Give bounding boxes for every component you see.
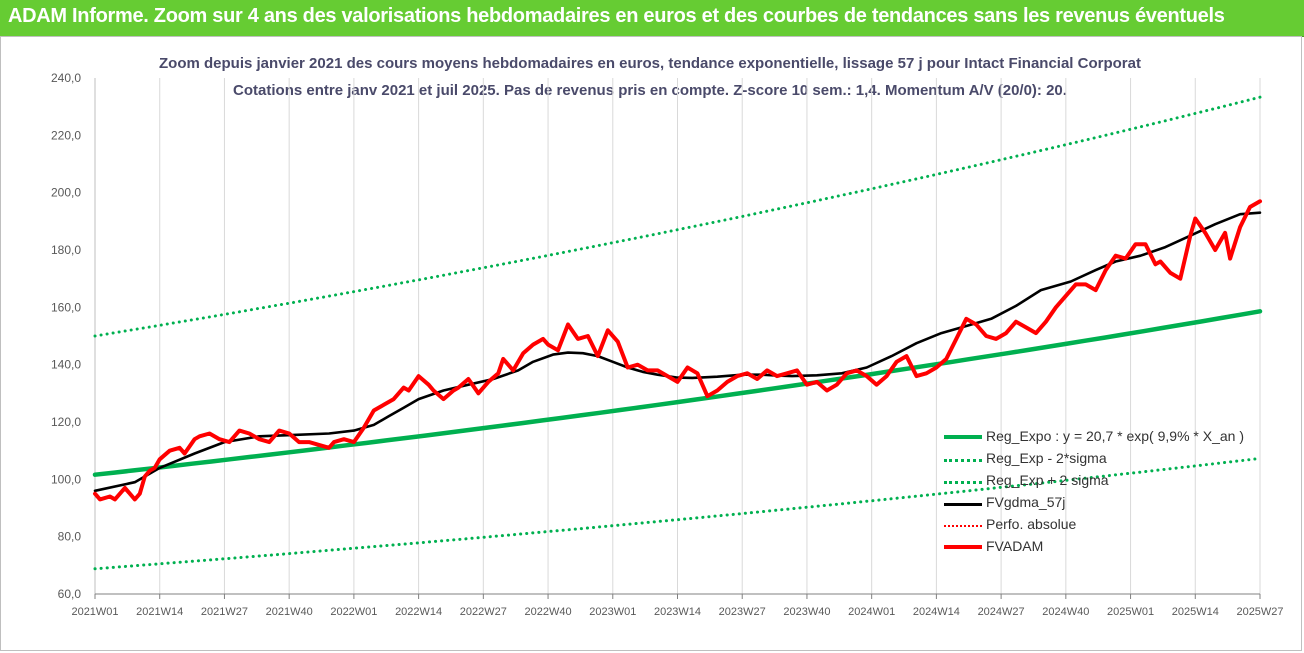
x-tick-label: 2021W27	[201, 606, 248, 618]
x-tick-label: 2022W14	[395, 606, 442, 618]
x-tick-label: 2023W14	[654, 606, 701, 618]
legend-swatch-fvadam	[944, 545, 982, 549]
legend-swatch-fvgdma	[944, 503, 982, 506]
legend-swatch-perfo-absolue	[944, 525, 982, 527]
y-tick-label: 200,0	[51, 186, 81, 200]
y-tick-label: 240,0	[51, 71, 81, 85]
series-fvadam	[93, 199, 1262, 502]
x-tick-label: 2023W40	[783, 606, 830, 618]
legend-item-perfo-absolue: Perfo. absolue	[940, 514, 1280, 536]
x-tick-label: 2025W01	[1107, 606, 1154, 618]
legend-swatch-reg-expo	[944, 435, 982, 439]
price-trend-chart: Zoom depuis janvier 2021 des cours moyen…	[51, 55, 1284, 618]
grid	[94, 78, 1261, 594]
legend-item-reg-exp-plus: Reg_Exp + 2 sigma	[940, 470, 1280, 492]
x-tick-label: 2025W27	[1236, 606, 1283, 618]
y-tick-label: 140,0	[51, 358, 81, 372]
chart-frame	[0, 36, 1302, 651]
legend-swatch-reg-exp-plus	[944, 481, 982, 484]
series-reg-exp-plus-2sigma	[93, 95, 1262, 338]
x-tick-label: 2022W40	[525, 606, 572, 618]
chart-legend: Reg_Expo : y = 20,7 * exp( 9,9% * X_an )…	[940, 426, 1280, 558]
chart-subtitle: Cotations entre janv 2021 et juil 2025. …	[233, 82, 1067, 99]
y-tick-label: 80,0	[58, 530, 82, 544]
legend-swatch-reg-exp-minus	[944, 459, 982, 462]
y-tick-label: 220,0	[51, 128, 81, 142]
legend-item-reg-expo: Reg_Expo : y = 20,7 * exp( 9,9% * X_an )	[940, 426, 1280, 448]
y-tick-label: 120,0	[51, 415, 81, 429]
x-tick-label: 2022W01	[330, 606, 377, 618]
chart-title: Zoom depuis janvier 2021 des cours moyen…	[159, 55, 1141, 72]
legend-label-fvadam: FVADAM	[986, 538, 1044, 554]
x-tick-label: 2023W01	[589, 606, 636, 618]
x-tick-label: 2024W27	[978, 606, 1025, 618]
legend-label-reg-exp-plus: Reg_Exp + 2 sigma	[986, 472, 1109, 488]
x-tick-label: 2024W01	[848, 606, 895, 618]
y-tick-label: 60,0	[58, 587, 82, 601]
legend-label-reg-exp-minus: Reg_Exp - 2*sigma	[986, 450, 1107, 466]
legend-item-fvgdma: FVgdma_57j	[940, 492, 1280, 514]
x-tick-label: 2024W40	[1042, 606, 1089, 618]
y-tick-label: 160,0	[51, 300, 81, 314]
x-tick-label: 2022W27	[460, 606, 507, 618]
legend-label-perfo-absolue: Perfo. absolue	[986, 516, 1077, 532]
x-tick-label: 2021W01	[71, 606, 118, 618]
y-tick-label: 180,0	[51, 243, 81, 257]
x-tick-label: 2025W14	[1172, 606, 1219, 618]
x-tick-label: 2021W14	[136, 606, 183, 618]
legend-item-fvadam: FVADAM	[940, 536, 1280, 558]
legend-label-reg-expo: Reg_Expo : y = 20,7 * exp( 9,9% * X_an )	[986, 428, 1244, 444]
x-tick-label: 2024W14	[913, 606, 960, 618]
y-tick-label: 100,0	[51, 472, 81, 486]
report-title: ADAM Informe. Zoom sur 4 ans des valoris…	[8, 5, 1225, 27]
series-group	[92, 95, 1263, 571]
x-tick-label: 2023W27	[719, 606, 766, 618]
series-reg-exp-minus-2sigma	[93, 456, 1262, 571]
series-reg-expo	[92, 309, 1263, 477]
legend-label-fvgdma: FVgdma_57j	[986, 494, 1066, 510]
x-tick-label: 2021W40	[266, 606, 313, 618]
report-banner: ADAM Informe. Zoom sur 4 ans des valoris…	[0, 0, 1304, 37]
legend-item-reg-exp-minus: Reg_Exp - 2*sigma	[940, 448, 1280, 470]
axes: 2021W01 2021W14 2021W27 2021W40 2022W01 2022W…	[51, 71, 1284, 618]
